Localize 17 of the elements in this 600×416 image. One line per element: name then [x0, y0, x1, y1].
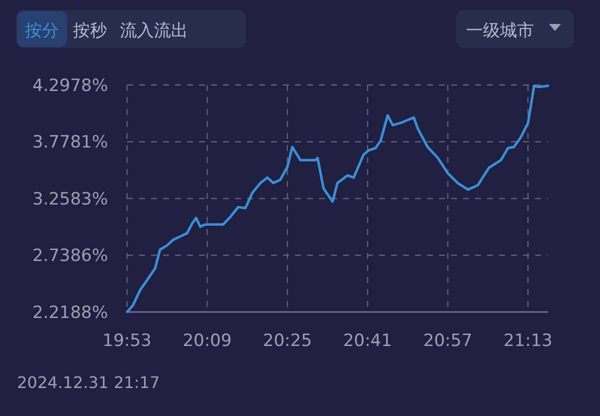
- y-tick-label: 2.7386%: [32, 246, 108, 266]
- text: 按分: [25, 21, 59, 41]
- y-tick-label: 4.2978%: [32, 76, 108, 96]
- text: 流入流出: [120, 21, 188, 41]
- x-tick-label: 21:13: [503, 331, 552, 351]
- x-tick-label: 20:41: [343, 331, 392, 351]
- y-tick-label: 2.2188%: [32, 303, 108, 323]
- text: 2024.12.31 21:17: [17, 373, 160, 392]
- x-tick-label: 20:09: [182, 331, 232, 351]
- line-series: [126, 84, 550, 314]
- y-tick-label: 3.2583%: [32, 190, 108, 210]
- x-tick-label: 19:53: [102, 331, 152, 351]
- x-tick-label: 20:57: [423, 331, 472, 351]
- y-tick-label: 3.7781%: [32, 132, 108, 153]
- text: 一级城市: [466, 21, 534, 41]
- x-tick-label: 20:25: [262, 331, 312, 351]
- text: 按秒: [73, 21, 107, 41]
